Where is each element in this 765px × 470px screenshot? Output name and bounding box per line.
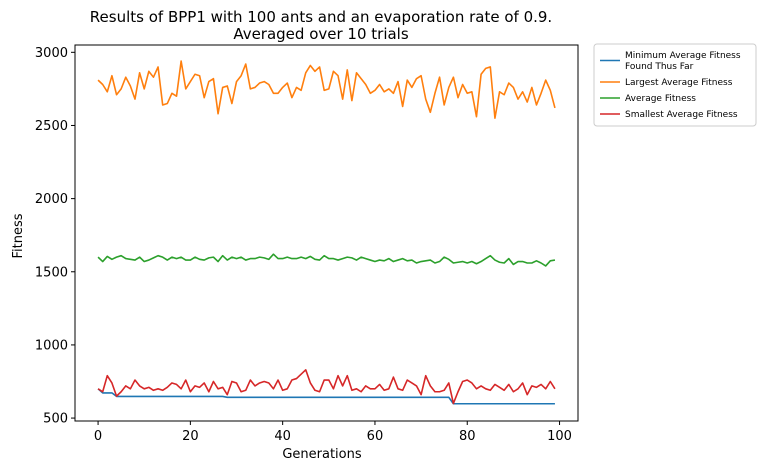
y-tick-label-3: 2000 [35,192,68,207]
plot-area [74,44,579,422]
legend-label-0-0: Minimum Average Fitness [625,51,741,61]
series-line-0 [97,388,555,405]
chart-title-line-2: Averaged over 10 trials [233,25,409,43]
series-line-1 [97,60,556,119]
x-tick-label-0: 0 [94,429,102,444]
x-tick-label-2: 40 [274,429,291,444]
y-tick-label-1: 1000 [35,338,68,353]
legend-box [593,43,757,127]
x-axis-label: Generations [282,447,362,462]
series-layer [97,60,556,405]
plot-frame [74,44,579,422]
x-tick-label-5: 100 [547,429,572,444]
legend-label-3-0: Smallest Average Fitness [625,110,738,120]
x-tick-label-3: 60 [367,429,384,444]
legend-label-2-0: Average Fitness [625,94,696,104]
y-tick-label-0: 500 [43,412,68,427]
legend-label-0-1: Found Thus Far [625,62,694,72]
x-tick-label-1: 20 [182,429,199,444]
legend-label-1-0: Largest Average Fitness [625,78,733,88]
x-tick-label-4: 80 [459,429,476,444]
chart-title-line-1: Results of BPP1 with 100 ants and an eva… [90,8,552,26]
series-line-3 [97,368,556,405]
ticks-layer: 0 20 40 60 80 100 500 1000 1500 2000 2500 3000 [35,46,572,444]
y-tick-label-4: 2500 [35,119,68,134]
y-tick-label-5: 3000 [35,46,68,61]
y-axis-label: Fitness [11,213,26,258]
series-line-2 [97,253,556,267]
y-tick-label-2: 1500 [35,265,68,280]
